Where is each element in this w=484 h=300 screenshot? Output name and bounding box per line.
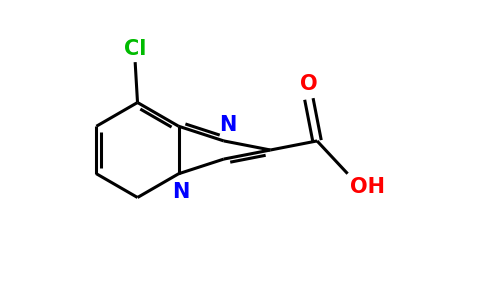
Text: N: N bbox=[219, 115, 236, 135]
Text: Cl: Cl bbox=[124, 39, 146, 59]
Text: N: N bbox=[172, 182, 190, 202]
Text: O: O bbox=[300, 74, 318, 94]
Text: OH: OH bbox=[350, 178, 385, 197]
